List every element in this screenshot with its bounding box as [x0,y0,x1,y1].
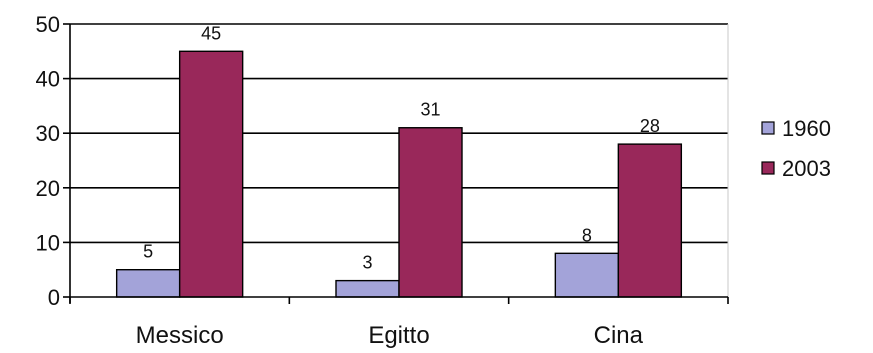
data-label: 28 [640,116,660,136]
data-label: 45 [201,23,221,43]
bar-1960-cina [554,252,620,298]
y-tick-label: 0 [48,285,60,310]
legend-swatch-1960 [761,121,775,135]
bar-1960-egitto [335,279,400,298]
data-label: 5 [143,242,153,262]
y-tick-label: 30 [36,121,60,146]
bar-2003-cina [617,143,683,298]
y-tick-label: 10 [36,230,60,255]
data-label: 8 [582,225,592,245]
y-tick-label: 20 [36,176,60,201]
legend-label: 1960 [782,116,831,141]
x-category-label: Messico [136,322,224,349]
bar-1960-messico [115,269,181,298]
axes [63,23,729,304]
bars [115,50,683,298]
data-label: 31 [420,100,440,120]
legend: 1960 2003 [761,116,831,181]
legend-swatch-2003 [761,161,775,175]
y-tick-label: 40 [36,67,60,92]
x-category-label: Egitto [368,322,429,349]
y-tick-label: 50 [36,12,60,37]
bar-2003-messico [178,50,244,298]
data-label: 3 [362,253,372,273]
legend-label: 2003 [782,156,831,181]
bar-2003-egitto [398,127,463,298]
x-category-label: Cina [594,322,644,349]
labels: 0 10 20 30 40 50 5 45 Messico 3 31 Egitto 8 28 Cina [36,12,660,349]
